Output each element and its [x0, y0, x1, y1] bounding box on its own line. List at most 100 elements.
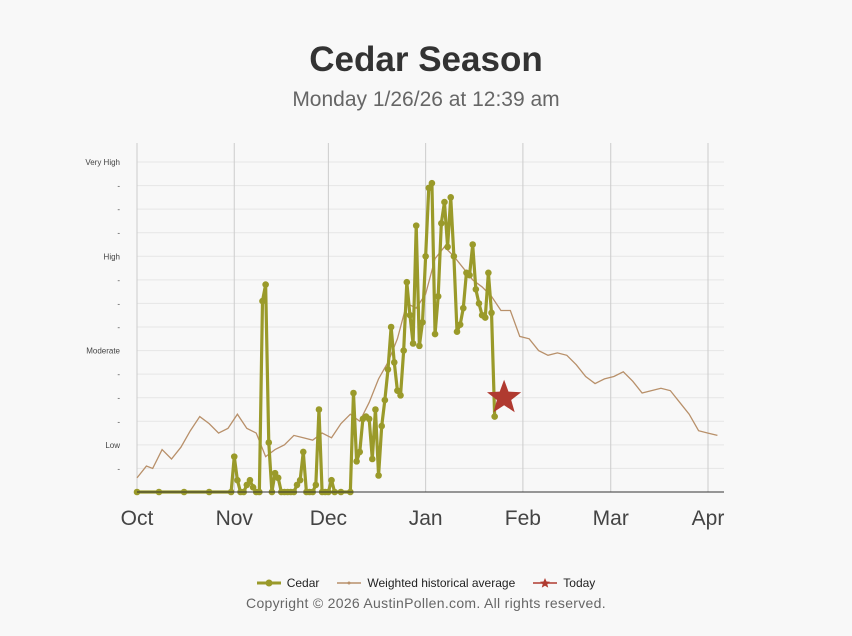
legend-historical-marker	[337, 581, 362, 585]
cedar-line	[137, 181, 497, 494]
cedar-series	[133, 179, 498, 496]
cedar-point-46	[369, 455, 376, 463]
cedar-point-56	[400, 347, 407, 354]
x-tick-label-1: Nov	[216, 507, 254, 530]
cedar-point-18	[271, 469, 279, 477]
cedar-point-31	[312, 481, 320, 489]
cedar-point-11	[249, 483, 257, 491]
cedar-point-16	[265, 439, 273, 446]
y-tick-label-2: -	[117, 417, 120, 426]
y-tick-label-9: High	[104, 252, 120, 261]
cedar-point-47	[372, 406, 379, 413]
cedar-point-79	[472, 285, 480, 293]
cedar-point-48	[375, 472, 382, 479]
cedar-point-32	[315, 406, 323, 413]
y-tick-label-11: -	[117, 205, 120, 214]
month-lines	[136, 143, 709, 492]
cedar-point-55	[397, 392, 404, 399]
y-tick-label-0: -	[117, 464, 120, 473]
cedar-point-85	[491, 413, 498, 420]
y-tick-label-12: -	[117, 182, 120, 191]
cedar-point-5	[230, 453, 238, 460]
cedar-point-71	[447, 194, 455, 201]
cedar-point-83	[485, 269, 492, 277]
cedar-point-51	[384, 366, 392, 373]
cedar-point-80	[475, 300, 483, 307]
y-tick-label-7: -	[117, 299, 120, 308]
cedar-point-14	[259, 297, 266, 305]
historical-line	[136, 245, 718, 479]
cedar-point-61	[416, 342, 423, 350]
x-tick-label-5: Mar	[593, 507, 629, 530]
cedar-point-67	[434, 293, 442, 300]
cedar-point-15	[262, 281, 269, 288]
y-tick-label-1: Low	[105, 441, 120, 450]
cedar-point-41	[353, 458, 360, 465]
cedar-point-69	[441, 198, 448, 206]
y-tick-labels: - Low - - - Moderate - - - High - - - Very High	[85, 158, 120, 473]
x-tick-label-0: Oct	[121, 507, 154, 530]
grid	[137, 161, 724, 469]
y-tick-label-13: Very High	[85, 158, 120, 167]
legend-item-today[interactable]: Today	[533, 576, 595, 590]
cedar-point-45	[365, 415, 373, 423]
cedar-point-75	[459, 304, 467, 312]
y-tick-label-5: Moderate	[86, 347, 120, 356]
cedar-point-53	[390, 359, 398, 366]
cedar-point-42	[356, 448, 364, 456]
x-tick-labels: Oct Nov Dec Jan Feb Mar Apr	[121, 507, 725, 530]
legend-cedar-marker	[256, 579, 281, 587]
today-series	[487, 379, 522, 413]
legend-cedar-label: Cedar	[286, 576, 320, 590]
cedar-point-54	[394, 387, 401, 394]
y-tick-label-4: -	[117, 370, 120, 379]
y-tick-label-8: -	[117, 276, 120, 285]
x-tick-label-3: Jan	[409, 507, 443, 530]
y-tick-label-3: -	[117, 394, 120, 403]
cedar-point-65	[428, 179, 436, 187]
cedar-point-58	[406, 311, 414, 319]
cedar-point-74	[456, 321, 464, 328]
legend-item-cedar[interactable]: Cedar	[256, 576, 320, 590]
legend: Cedar Weighted historical average Today	[0, 576, 852, 590]
cedar-point-70	[444, 243, 451, 251]
x-tick-label-6: Apr	[692, 507, 725, 530]
x-tick-label-4: Feb	[505, 507, 541, 530]
cedar-point-84	[488, 309, 495, 317]
cedar-point-27	[299, 448, 307, 456]
cedar-point-77	[466, 271, 473, 279]
cedar-point-10	[246, 476, 254, 484]
historical-series	[136, 245, 718, 479]
copyright: Copyright © 2026 AustinPollen.com. All r…	[246, 595, 606, 611]
cedar-point-78	[469, 241, 476, 248]
cedar-point-25	[293, 481, 301, 489]
cedar-point-72	[450, 252, 458, 260]
x-tick-label-2: Dec	[310, 507, 347, 530]
cedar-point-60	[412, 222, 420, 229]
cedar-point-49	[378, 422, 386, 430]
legend-historical-label: Weighted historical average	[367, 576, 516, 590]
chart-title: Cedar Season	[309, 40, 543, 79]
cedar-point-73	[453, 328, 461, 336]
cedar-point-64	[425, 184, 433, 192]
cedar-point-50	[381, 396, 389, 404]
cedar-point-9	[243, 481, 251, 489]
today-star-0	[487, 379, 522, 413]
legend-today-label: Today	[563, 576, 596, 590]
cedar-point-26	[296, 476, 304, 484]
legend-today-marker	[533, 578, 558, 588]
cedar-point-59	[409, 340, 417, 347]
cedar-point-19	[274, 474, 282, 482]
cedar-point-6	[234, 476, 241, 484]
cedar-point-57	[403, 278, 411, 286]
cedar-point-66	[431, 330, 439, 338]
cedar-point-62	[419, 318, 426, 326]
y-tick-label-6: -	[117, 323, 120, 332]
legend-item-historical[interactable]: Weighted historical average	[337, 576, 515, 590]
cedar-point-36	[328, 476, 335, 484]
cedar-point-63	[422, 252, 429, 260]
cedar-point-40	[350, 389, 357, 397]
y-tick-label-10: -	[117, 229, 120, 238]
chart-subtitle: Monday 1/26/26 at 12:39 am	[292, 88, 560, 111]
